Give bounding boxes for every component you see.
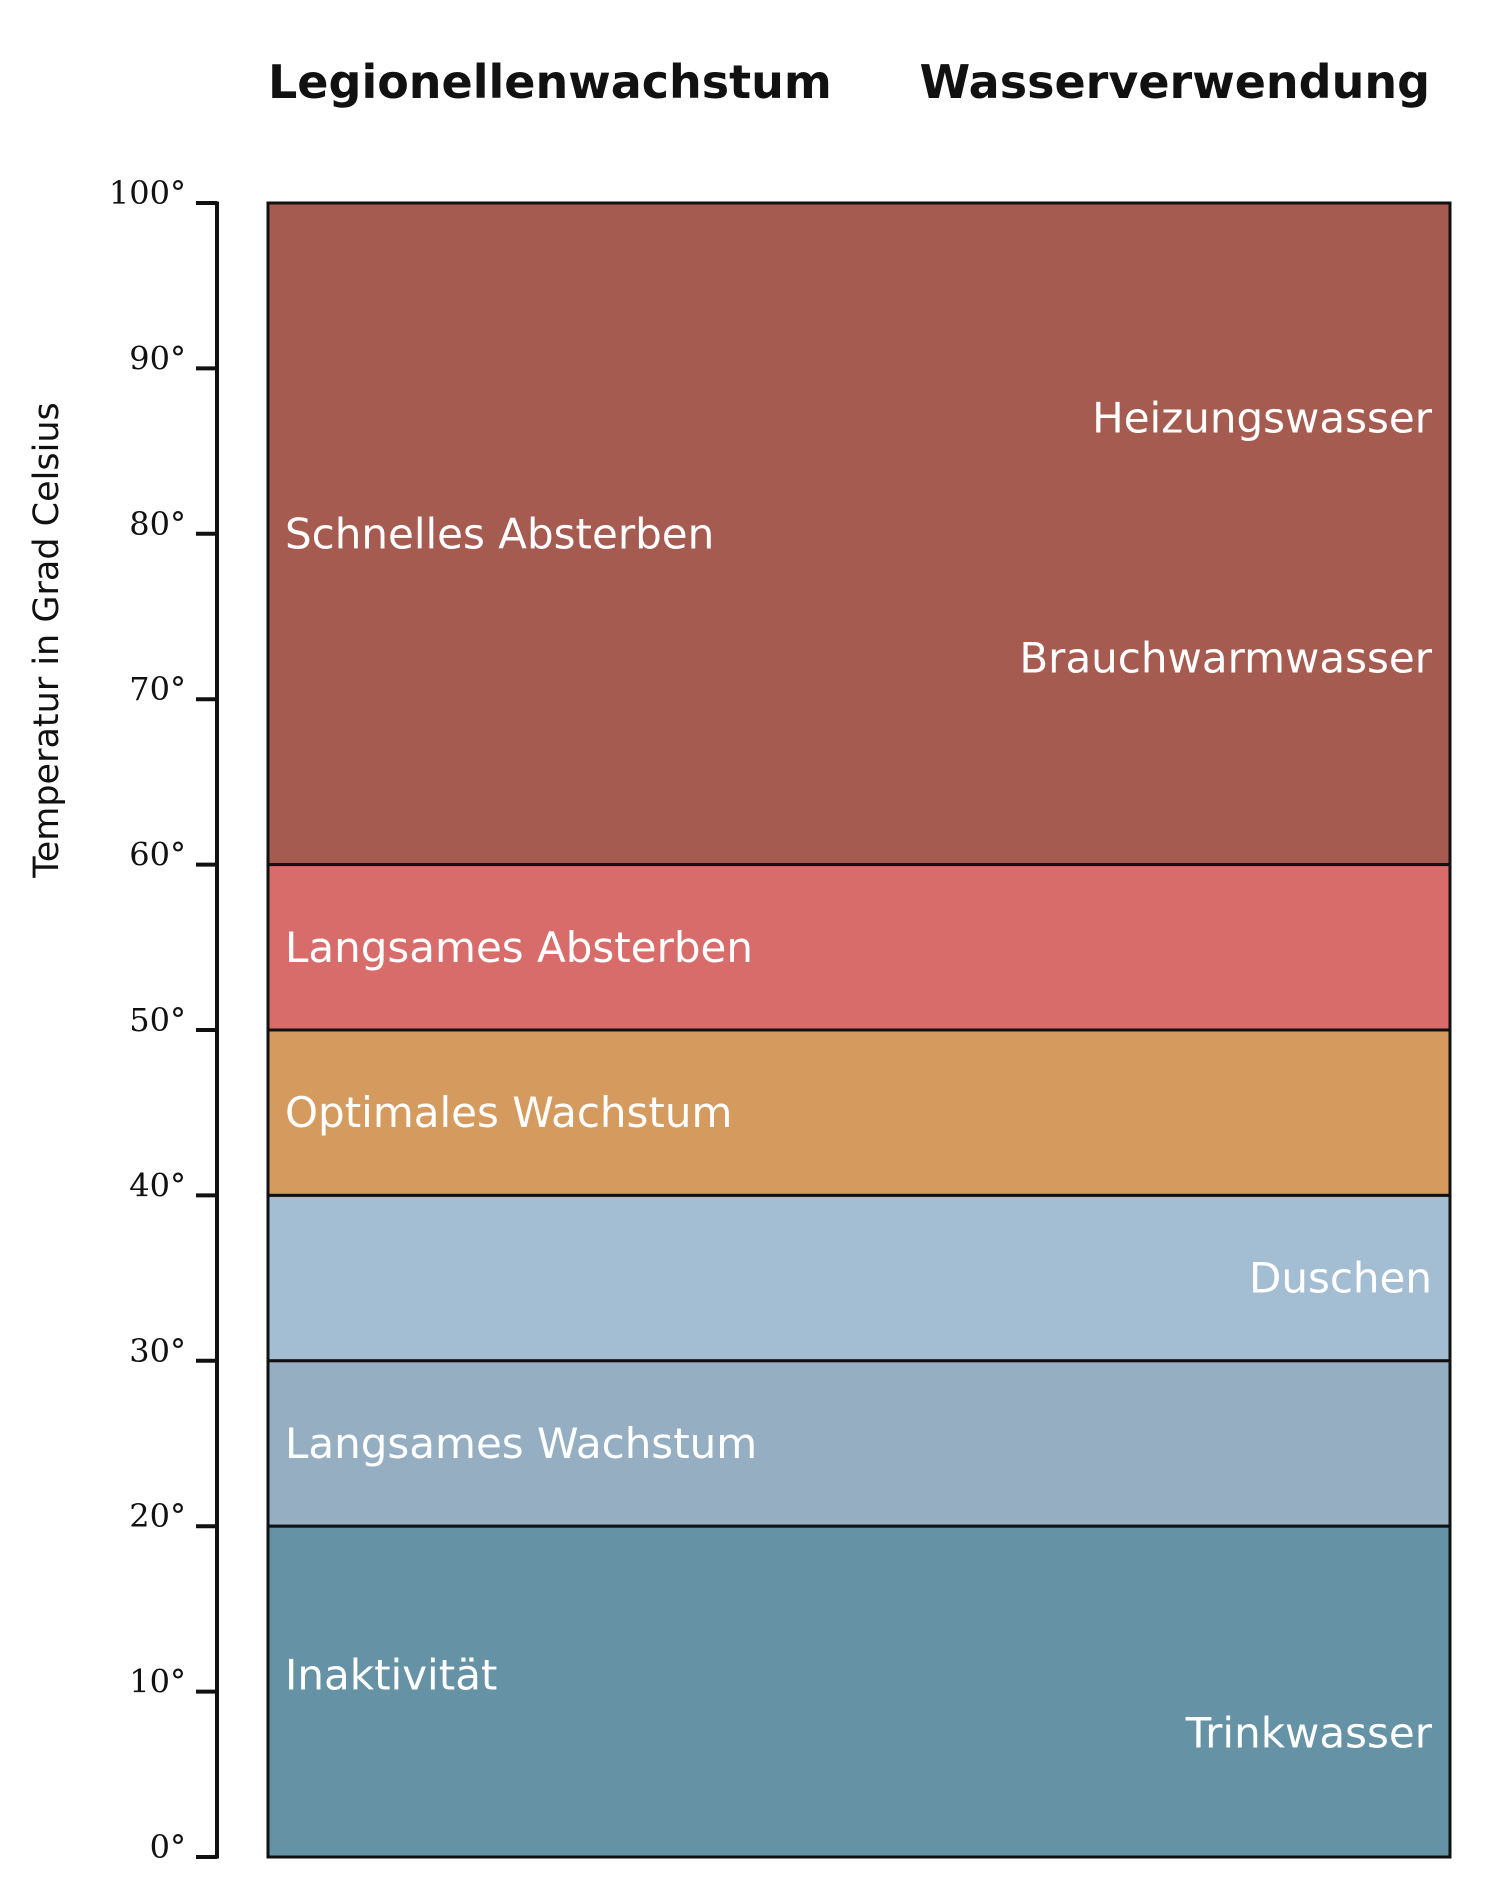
y-tick-label: 30° bbox=[129, 1332, 186, 1370]
growth-phase-label: Optimales Wachstum bbox=[285, 1088, 732, 1137]
temperature-band-4 bbox=[266, 1359, 1452, 1528]
y-tick-label: 100° bbox=[109, 174, 186, 212]
water-usage-label: Trinkwasser bbox=[1185, 1708, 1433, 1757]
water-usage-label: Heizungswasser bbox=[1092, 394, 1433, 443]
y-tick-label: 20° bbox=[129, 1497, 186, 1535]
temperature-band-0 bbox=[266, 201, 1452, 867]
water-usage-label: Brauchwarmwasser bbox=[1019, 633, 1432, 682]
growth-phase-label: Langsames Absterben bbox=[285, 923, 753, 972]
y-tick-label: 40° bbox=[129, 1166, 186, 1204]
y-axis: 0° 10° 20° 30° 40° 50° 60° 70° 80° 90° 100° bbox=[109, 174, 219, 1866]
water-usage-label: Duschen bbox=[1249, 1254, 1432, 1303]
temperature-band-3 bbox=[266, 1193, 1452, 1363]
y-tick-label: 0° bbox=[150, 1828, 186, 1866]
growth-phase-label: Langsames Wachstum bbox=[285, 1419, 757, 1468]
growth-phase-label: Inaktivität bbox=[285, 1651, 497, 1700]
band-labels: Schnelles Absterben Langsames Absterben Op… bbox=[285, 394, 1433, 1758]
y-tick-label: 50° bbox=[129, 1001, 186, 1039]
y-tick-label: 60° bbox=[129, 836, 186, 874]
temperature-band-1 bbox=[266, 863, 1452, 1032]
y-tick-label: 80° bbox=[129, 505, 186, 543]
bands-layer bbox=[266, 201, 1452, 1859]
temperature-band-2 bbox=[266, 1028, 1452, 1197]
y-tick-label: 10° bbox=[129, 1663, 186, 1701]
left-column-header: Legionellenwachstum bbox=[268, 55, 832, 109]
y-axis-title: Temperatur in Grad Celsius bbox=[27, 402, 67, 878]
y-tick-label: 90° bbox=[129, 339, 186, 377]
growth-phase-label: Schnelles Absterben bbox=[285, 509, 714, 558]
y-tick-label: 70° bbox=[129, 670, 186, 708]
right-column-header: Wasserverwendung bbox=[920, 55, 1430, 109]
temperature-band-5 bbox=[266, 1524, 1452, 1859]
